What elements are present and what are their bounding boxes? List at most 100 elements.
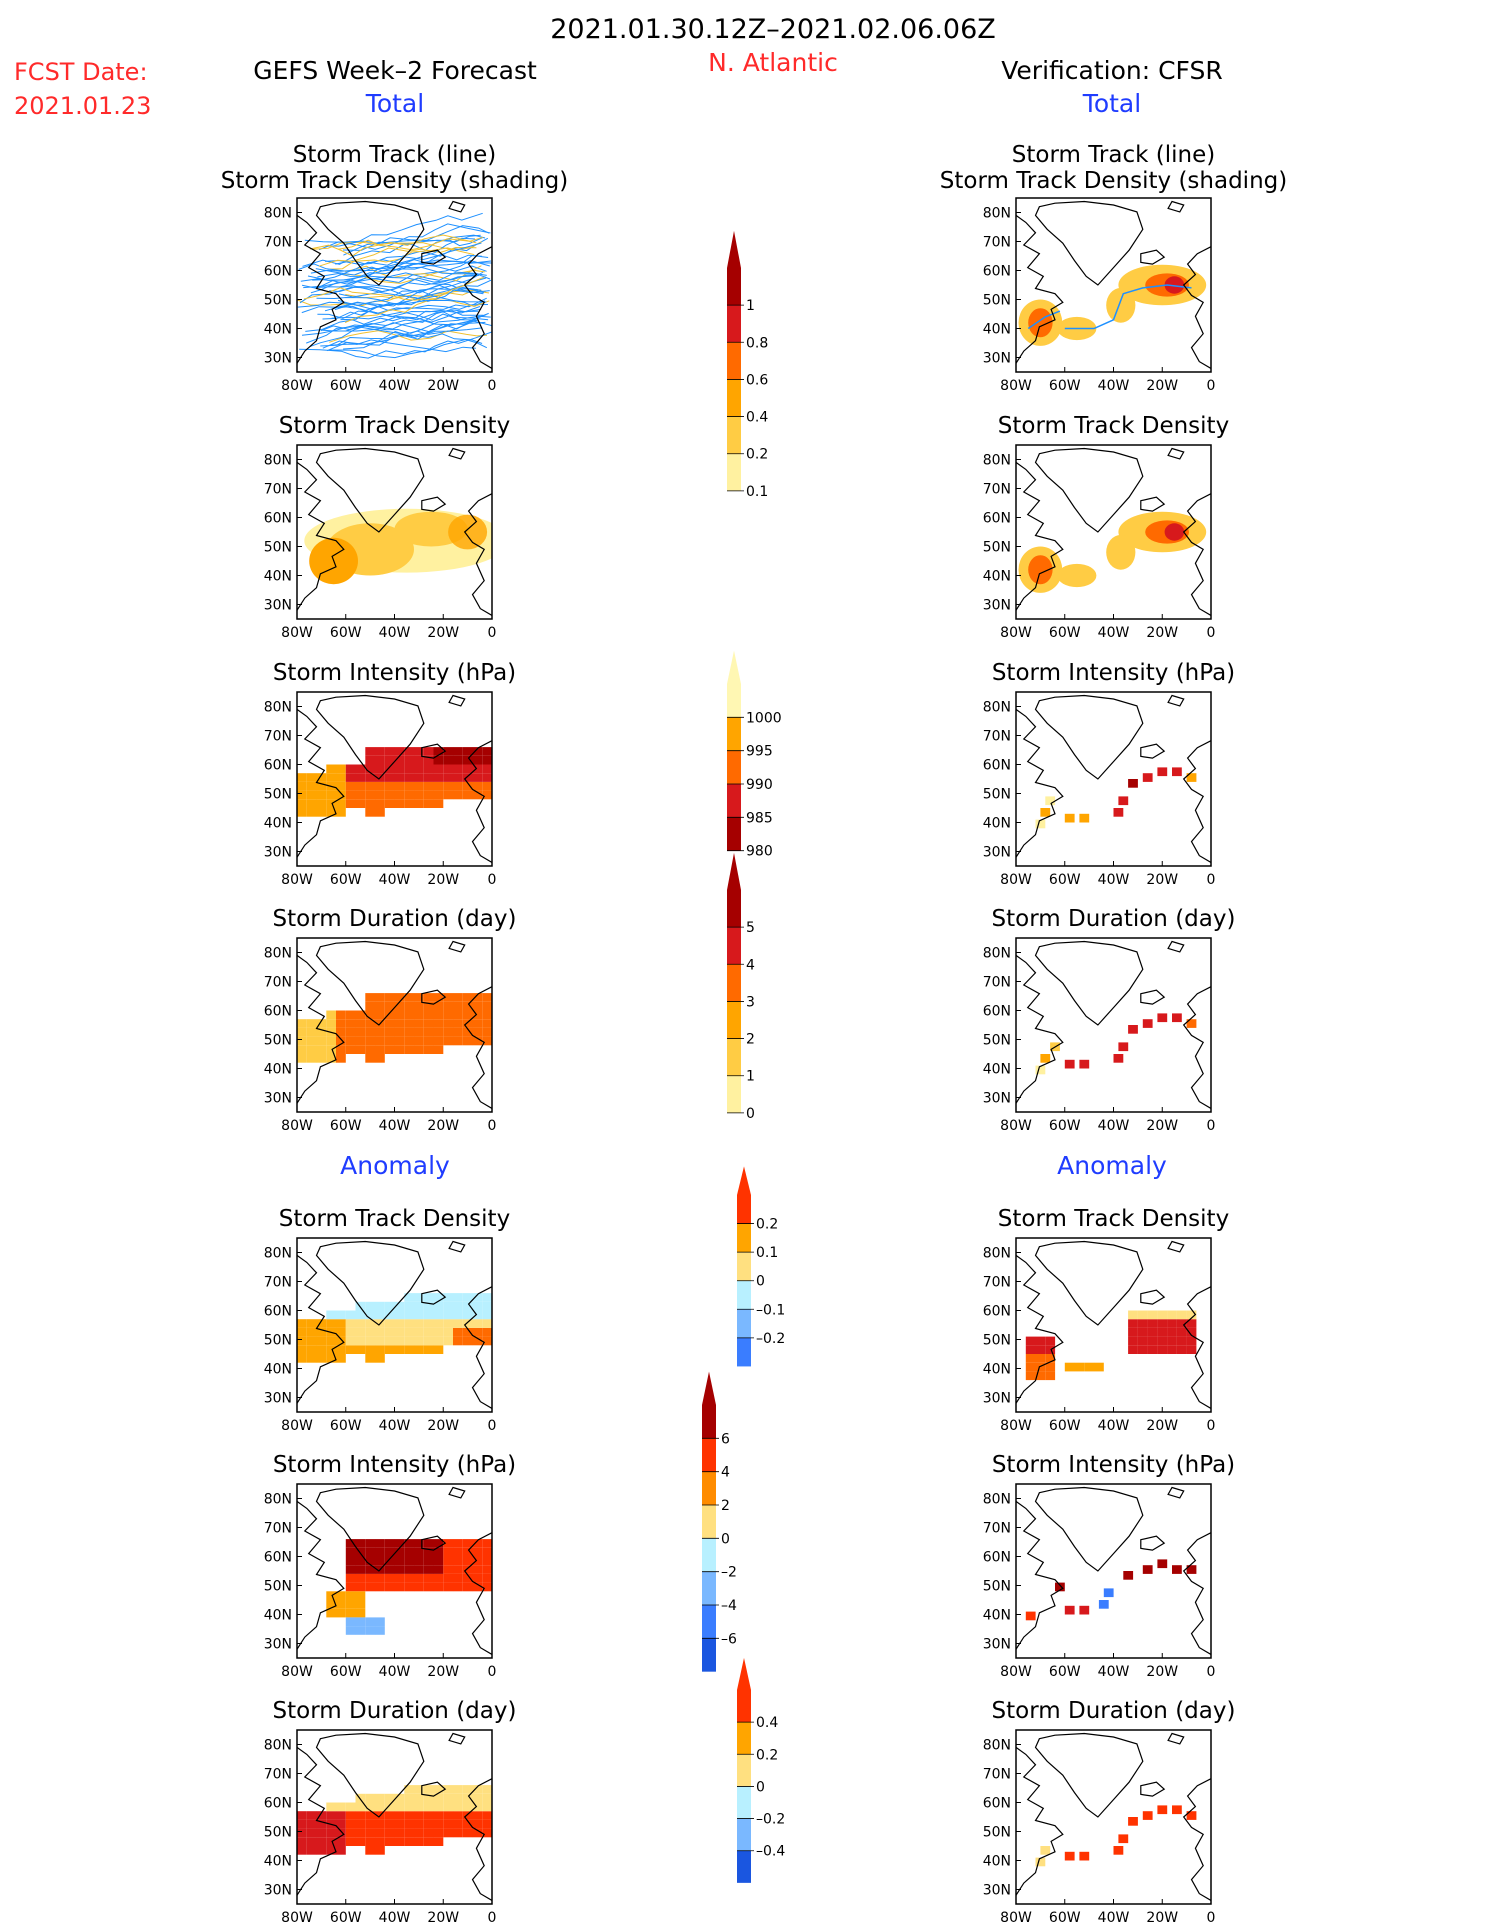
lon-tick-label: 20W [427, 1118, 459, 1134]
data-cell [1064, 813, 1075, 823]
data-cell [443, 1327, 454, 1337]
data-cell [375, 1054, 385, 1063]
lon-tick-label: 60W [330, 872, 362, 888]
total-label-right: Total [1082, 89, 1141, 118]
colorbar-segment [702, 1505, 716, 1539]
data-cell [404, 1336, 415, 1346]
data-cell [453, 1293, 463, 1302]
data-cell [443, 1310, 454, 1320]
data-cell [345, 799, 356, 808]
data-cell [345, 1539, 356, 1548]
data-cell [443, 1293, 454, 1302]
data-cell [404, 1565, 415, 1574]
data-cell [365, 993, 376, 1002]
data-cell [423, 1001, 434, 1011]
right-title: Verification: CFSR [1001, 56, 1222, 85]
coastline [1140, 1781, 1166, 1797]
data-cell [345, 1828, 356, 1838]
data-cell [433, 1001, 444, 1011]
data-cell [433, 1837, 444, 1846]
lat-tick-label: 40N [983, 322, 1011, 338]
data-cell [355, 1345, 366, 1354]
data-cell [453, 773, 463, 782]
data-cell [443, 1802, 454, 1812]
data-cell [345, 1345, 356, 1354]
data-cell [326, 1846, 337, 1855]
data-cell [375, 781, 385, 791]
data-cell [414, 1301, 424, 1311]
colorbar-label: 0.8 [746, 335, 768, 351]
data-cell [472, 1036, 483, 1046]
lat-tick-label: 70N [983, 975, 1011, 991]
data-cell [482, 1573, 492, 1583]
data-cell [394, 1573, 405, 1583]
data-cell [423, 773, 434, 782]
data-cell [482, 1565, 492, 1574]
lon-tick-label: 60W [1049, 1118, 1081, 1134]
data-cell [306, 1054, 317, 1063]
data-cell [384, 1001, 395, 1011]
colorbar-label: 1 [746, 1069, 755, 1085]
colorbar-label: 0.1 [756, 1245, 778, 1261]
lon-tick-label: 0 [488, 625, 497, 641]
panel-title: Storm Track Density [998, 413, 1229, 439]
storm-track [330, 246, 477, 270]
lat-tick-label: 80N [983, 453, 1011, 469]
lon-tick-label: 0 [488, 1418, 497, 1434]
colorbar-segment [737, 1195, 751, 1224]
data-cell [316, 790, 327, 800]
data-cell [394, 1802, 405, 1812]
data-cell [384, 1027, 395, 1037]
data-cell [384, 1036, 395, 1046]
data-cell [365, 1626, 376, 1635]
lat-tick-label: 40N [983, 816, 1011, 832]
data-cell [423, 993, 434, 1002]
data-cell [423, 1345, 434, 1354]
data-cell [453, 1819, 463, 1829]
data-cell [404, 1345, 415, 1354]
data-cell [462, 1027, 473, 1037]
data-cell [326, 1591, 337, 1600]
data-cell [306, 1345, 317, 1354]
colorbar-label: –0.2 [756, 1812, 785, 1828]
data-cell [414, 1036, 424, 1046]
lon-tick-label: 0 [488, 378, 497, 394]
data-cell [394, 1327, 405, 1337]
data-cell [316, 1045, 327, 1054]
data-cell [336, 790, 346, 800]
data-cell [1186, 1336, 1197, 1346]
lon-tick-label: 0 [1207, 872, 1216, 888]
data-cell [345, 1591, 356, 1600]
data-cell [345, 1617, 356, 1627]
lat-tick-label: 70N [983, 1521, 1011, 1537]
lon-tick-label: 40W [379, 872, 411, 888]
lat-tick-label: 80N [264, 1738, 292, 1754]
data-cell [404, 1573, 415, 1583]
data-cell [472, 1582, 483, 1592]
lat-tick-label: 30N [983, 1637, 1011, 1653]
storm-track [340, 285, 484, 303]
data-cell [336, 1010, 346, 1020]
data-cell [297, 1319, 307, 1328]
data-cell [306, 1327, 317, 1337]
coastline [421, 249, 447, 265]
colorbar-segment [737, 1280, 751, 1310]
plot-area [297, 694, 492, 864]
coastline [1182, 1532, 1211, 1656]
data-cell [453, 1001, 463, 1011]
colorbar-label: –0.1 [756, 1302, 785, 1318]
coastline [421, 1289, 447, 1305]
data-cell [297, 1045, 307, 1054]
data-cell [472, 1293, 483, 1302]
data-cell [1128, 1345, 1138, 1354]
data-cell [462, 755, 473, 765]
data-cell [414, 1565, 424, 1574]
data-cell [433, 1547, 444, 1557]
data-cell [423, 1045, 434, 1054]
storm-track [303, 254, 489, 289]
data-cell [384, 1565, 395, 1574]
data-cell [316, 1319, 327, 1328]
lat-tick-label: 80N [983, 206, 1011, 222]
data-cell [1113, 1054, 1124, 1063]
data-cell [462, 1802, 473, 1812]
